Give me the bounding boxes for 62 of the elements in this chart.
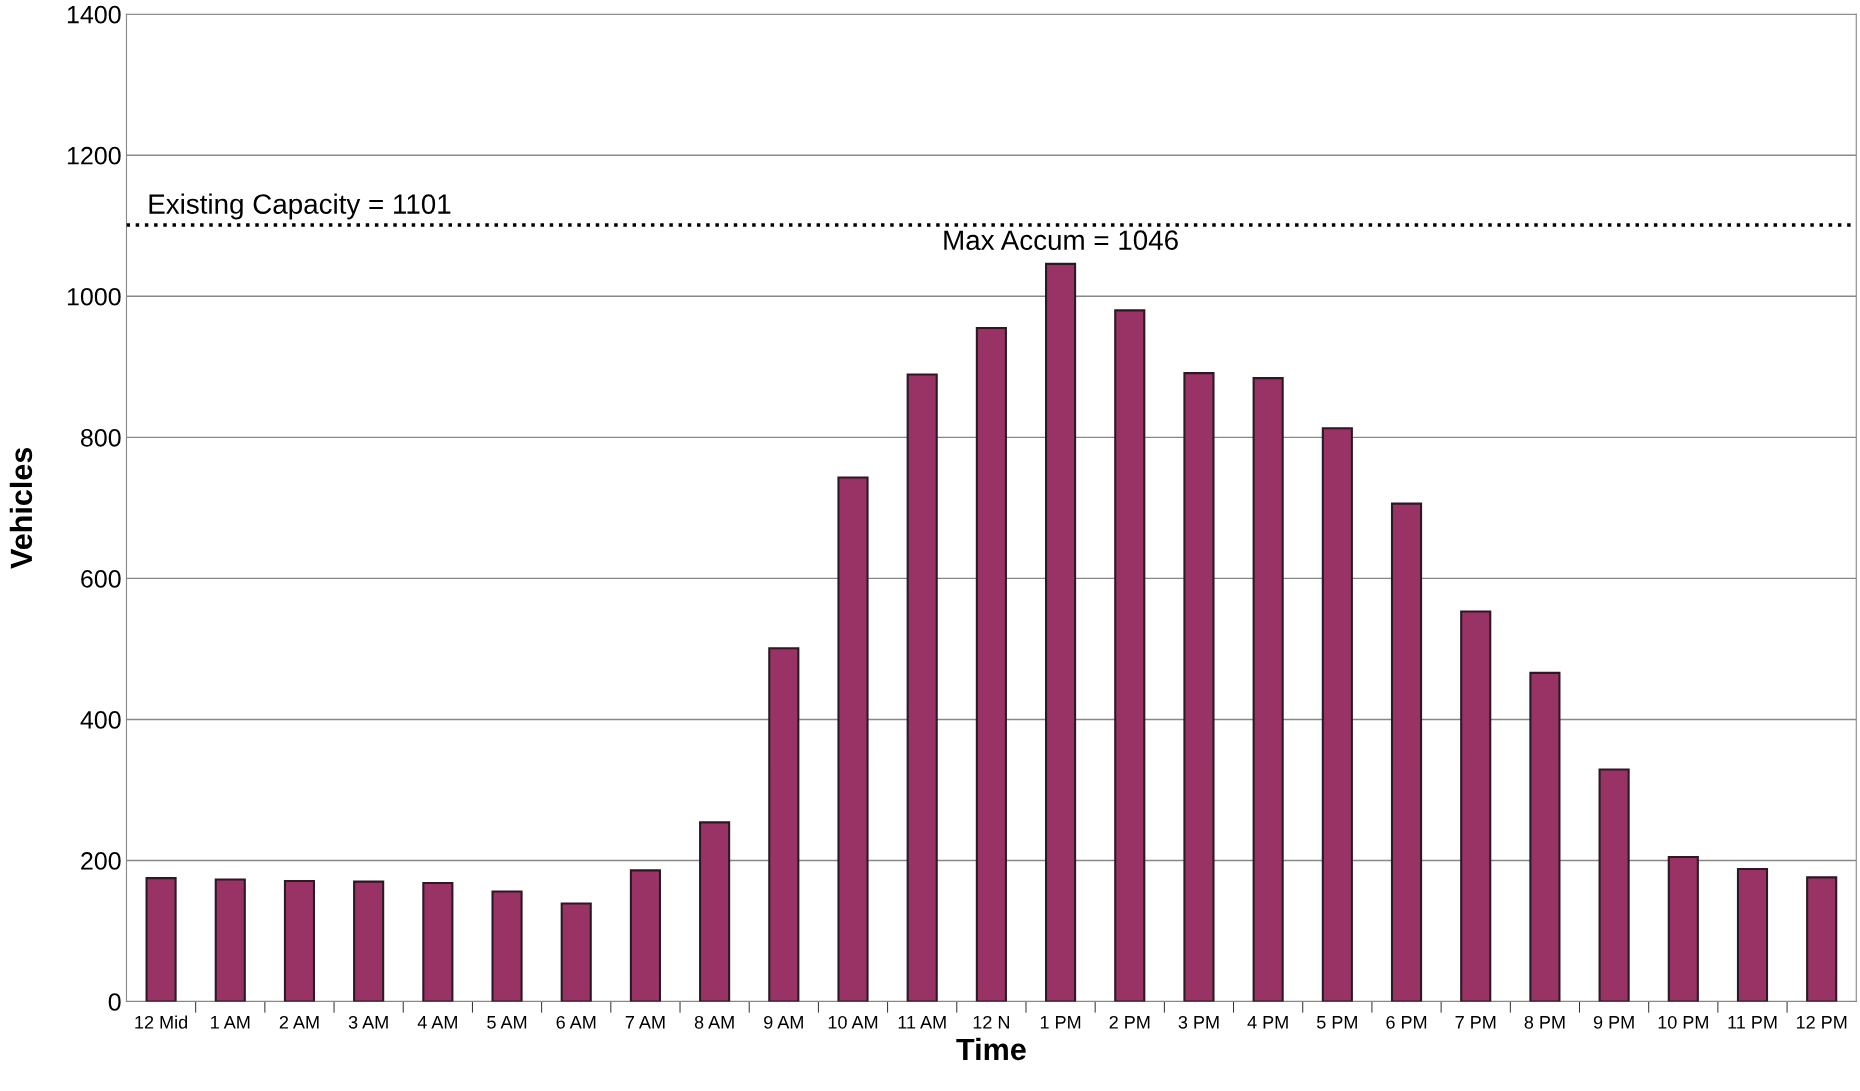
x-tick-label: 1 AM [211,1016,250,1029]
bar [1390,502,1423,1002]
bar [1667,855,1699,1002]
y-tick-label: 800 [81,428,121,447]
x-tick-label: 6 PM [1386,1015,1427,1029]
x-tick-label: 12 N [973,1015,1009,1029]
bar [1460,610,1492,1002]
bar [145,877,177,1002]
bar [1183,372,1215,1002]
y-tick-label: 1400 [67,5,121,24]
bar [768,647,800,1002]
annotation: Max Accum = 1046 [944,230,1178,251]
x-tick-label: 7 PM [1455,1016,1496,1029]
bar [1736,867,1769,1002]
bar [560,902,592,1002]
y-tick-label: 1000 [67,287,121,306]
y-tick-label: 1200 [67,146,121,165]
x-tick-label: 12 PM [1796,1015,1847,1029]
x-tick-label: 8 AM [694,1015,734,1029]
ref-line-label: Existing Capacity = 1101 [149,193,451,220]
bar [1045,262,1077,1002]
bar [699,821,731,1002]
bar [283,879,316,1002]
x-tick-label: 1 PM [1040,1016,1081,1029]
bar [1321,427,1353,1002]
x-tick-label: 4 AM [417,1016,457,1029]
x-tick-label: 8 PM [1524,1015,1565,1029]
bar [629,869,661,1002]
x-tick-label: 3 AM [348,1015,388,1029]
bar [1806,876,1838,1002]
y-tick-label: 600 [81,569,121,588]
bar [422,882,454,1002]
bar [491,890,523,1002]
bar [1252,377,1284,1002]
bar [975,326,1007,1002]
y-tick-label: 0 [108,993,121,1011]
x-tick-label: 9 AM [764,1015,803,1029]
x-tick-label: 9 PM [1593,1015,1634,1029]
x-tick-label: 2 AM [279,1015,319,1029]
x-tick-label: 11 AM [898,1016,946,1029]
x-tick-label: 7 AM [625,1016,665,1029]
x-tick-label: 4 PM [1247,1016,1288,1029]
bar [353,880,385,1002]
x-tick-label: 12 Mid [135,1015,188,1029]
x-tick-label: 3 PM [1178,1015,1219,1029]
x-tick-label: 10 PM [1658,1015,1708,1029]
x-tick-label: 5 PM [1316,1016,1357,1029]
x-tick-label: 6 AM [556,1015,596,1029]
bar [837,476,869,1002]
x-tick-label: 5 AM [487,1016,527,1029]
y-tick-label: 400 [80,711,121,729]
bar [1598,768,1630,1002]
x-tick-label: 11 PM [1728,1016,1777,1029]
y-axis-title: Vehicles [9,447,33,569]
y-tick-label: 200 [81,852,121,870]
bar [214,878,246,1002]
bar [906,373,938,1002]
x-tick-label: 2 PM [1109,1015,1150,1029]
bar [1114,309,1146,1002]
x-tick-label: 10 AM [828,1015,878,1029]
x-axis-title: Time [956,1037,1026,1061]
bar [1529,671,1561,1002]
